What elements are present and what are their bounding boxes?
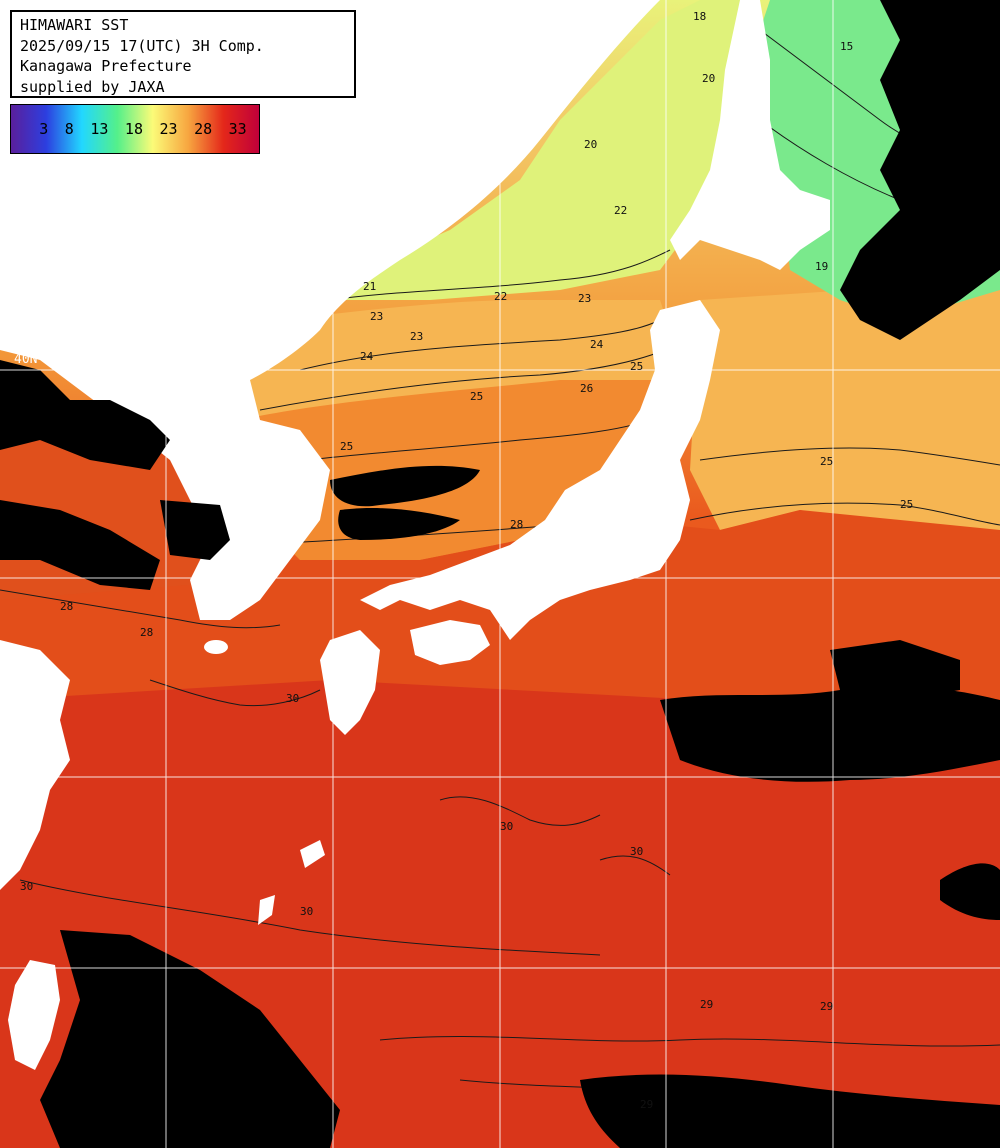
isotherm-label: 24 <box>590 338 604 351</box>
isotherm-labels: 18 20 20 21 22 22 23 23 23 24 24 25 25 25 25 25 26 28 28 28… <box>20 10 913 1111</box>
isotherm-label: 21 <box>363 280 376 293</box>
isotherm-label: 23 <box>578 292 591 305</box>
isotherm-label: 25 <box>630 360 643 373</box>
color-scale-tick: 18 <box>124 120 143 138</box>
land-kyushu <box>320 630 380 735</box>
info-region: Kanagawa Prefecture <box>20 57 192 75</box>
isotherm-label: 30 <box>630 845 643 858</box>
sst-zone-east-mild <box>690 280 1000 540</box>
color-scale-tick: 13 <box>90 120 109 138</box>
color-scale-labels: 3 8 13 18 23 28 33 <box>11 105 259 153</box>
isotherm-label: 30 <box>500 820 513 833</box>
isotherm-label: 30 <box>300 905 313 918</box>
color-scale-tick: 23 <box>159 120 178 138</box>
isotherm-label: 23 <box>410 330 423 343</box>
color-scale-bar: 3 8 13 18 23 28 33 <box>10 104 260 154</box>
land-honshu <box>360 300 720 640</box>
isotherm-label: 19 <box>815 260 828 273</box>
isotherm-label: 30 <box>286 692 299 705</box>
isotherm-label: 25 <box>470 390 483 403</box>
land-hokkaido <box>670 0 830 270</box>
color-scale-tick: 28 <box>194 120 213 138</box>
isotherm-label: 25 <box>820 455 833 468</box>
info-datetime: 2025/09/15 17(UTC) 3H Comp. <box>20 36 264 55</box>
latitude-label-40n: 40N <box>14 352 38 367</box>
land-small-island <box>400 133 420 157</box>
isotherm-label: 20 <box>584 138 597 151</box>
isotherm-label: 24 <box>360 350 374 363</box>
land-taiwan <box>8 960 60 1070</box>
isotherm-label: 30 <box>20 880 33 893</box>
isotherm-label: 29 <box>640 1098 653 1111</box>
isotherm-label: 29 <box>820 1000 833 1013</box>
isotherm-label: 28 <box>60 600 73 613</box>
color-scale-tick: 33 <box>228 120 247 138</box>
info-title: HIMAWARI SST <box>20 16 129 34</box>
isotherm-label: 20 <box>702 72 715 85</box>
isotherm-label: 15 <box>840 40 853 53</box>
land-okinawa <box>300 840 325 868</box>
info-box: HIMAWARI SST 2025/09/15 17(UTC) 3H Comp.… <box>10 10 356 98</box>
isotherm-label: 26 <box>580 382 593 395</box>
isotherm-label: 28 <box>510 518 523 531</box>
isotherm-label: 25 <box>900 498 913 511</box>
land-jeju <box>204 640 228 654</box>
isotherm-label: 25 <box>340 440 353 453</box>
isotherm-label: 22 <box>494 290 507 303</box>
isotherm-label: 28 <box>140 626 153 639</box>
isotherm-label: 18 <box>693 10 706 23</box>
isotherm-label: 29 <box>700 998 713 1011</box>
land-shikoku <box>410 620 490 665</box>
isotherm-label: 23 <box>370 310 383 323</box>
land-china-coast <box>0 640 70 890</box>
info-credit: supplied by JAXA <box>20 77 165 96</box>
land-amami <box>258 895 275 925</box>
color-scale-tick: 8 <box>64 120 74 138</box>
land-masses <box>0 0 830 1070</box>
sst-zone-cool-north <box>330 0 740 300</box>
land-mainland-north <box>0 0 660 620</box>
color-scale-tick: 3 <box>39 120 49 138</box>
isotherm-label: 22 <box>614 204 627 217</box>
